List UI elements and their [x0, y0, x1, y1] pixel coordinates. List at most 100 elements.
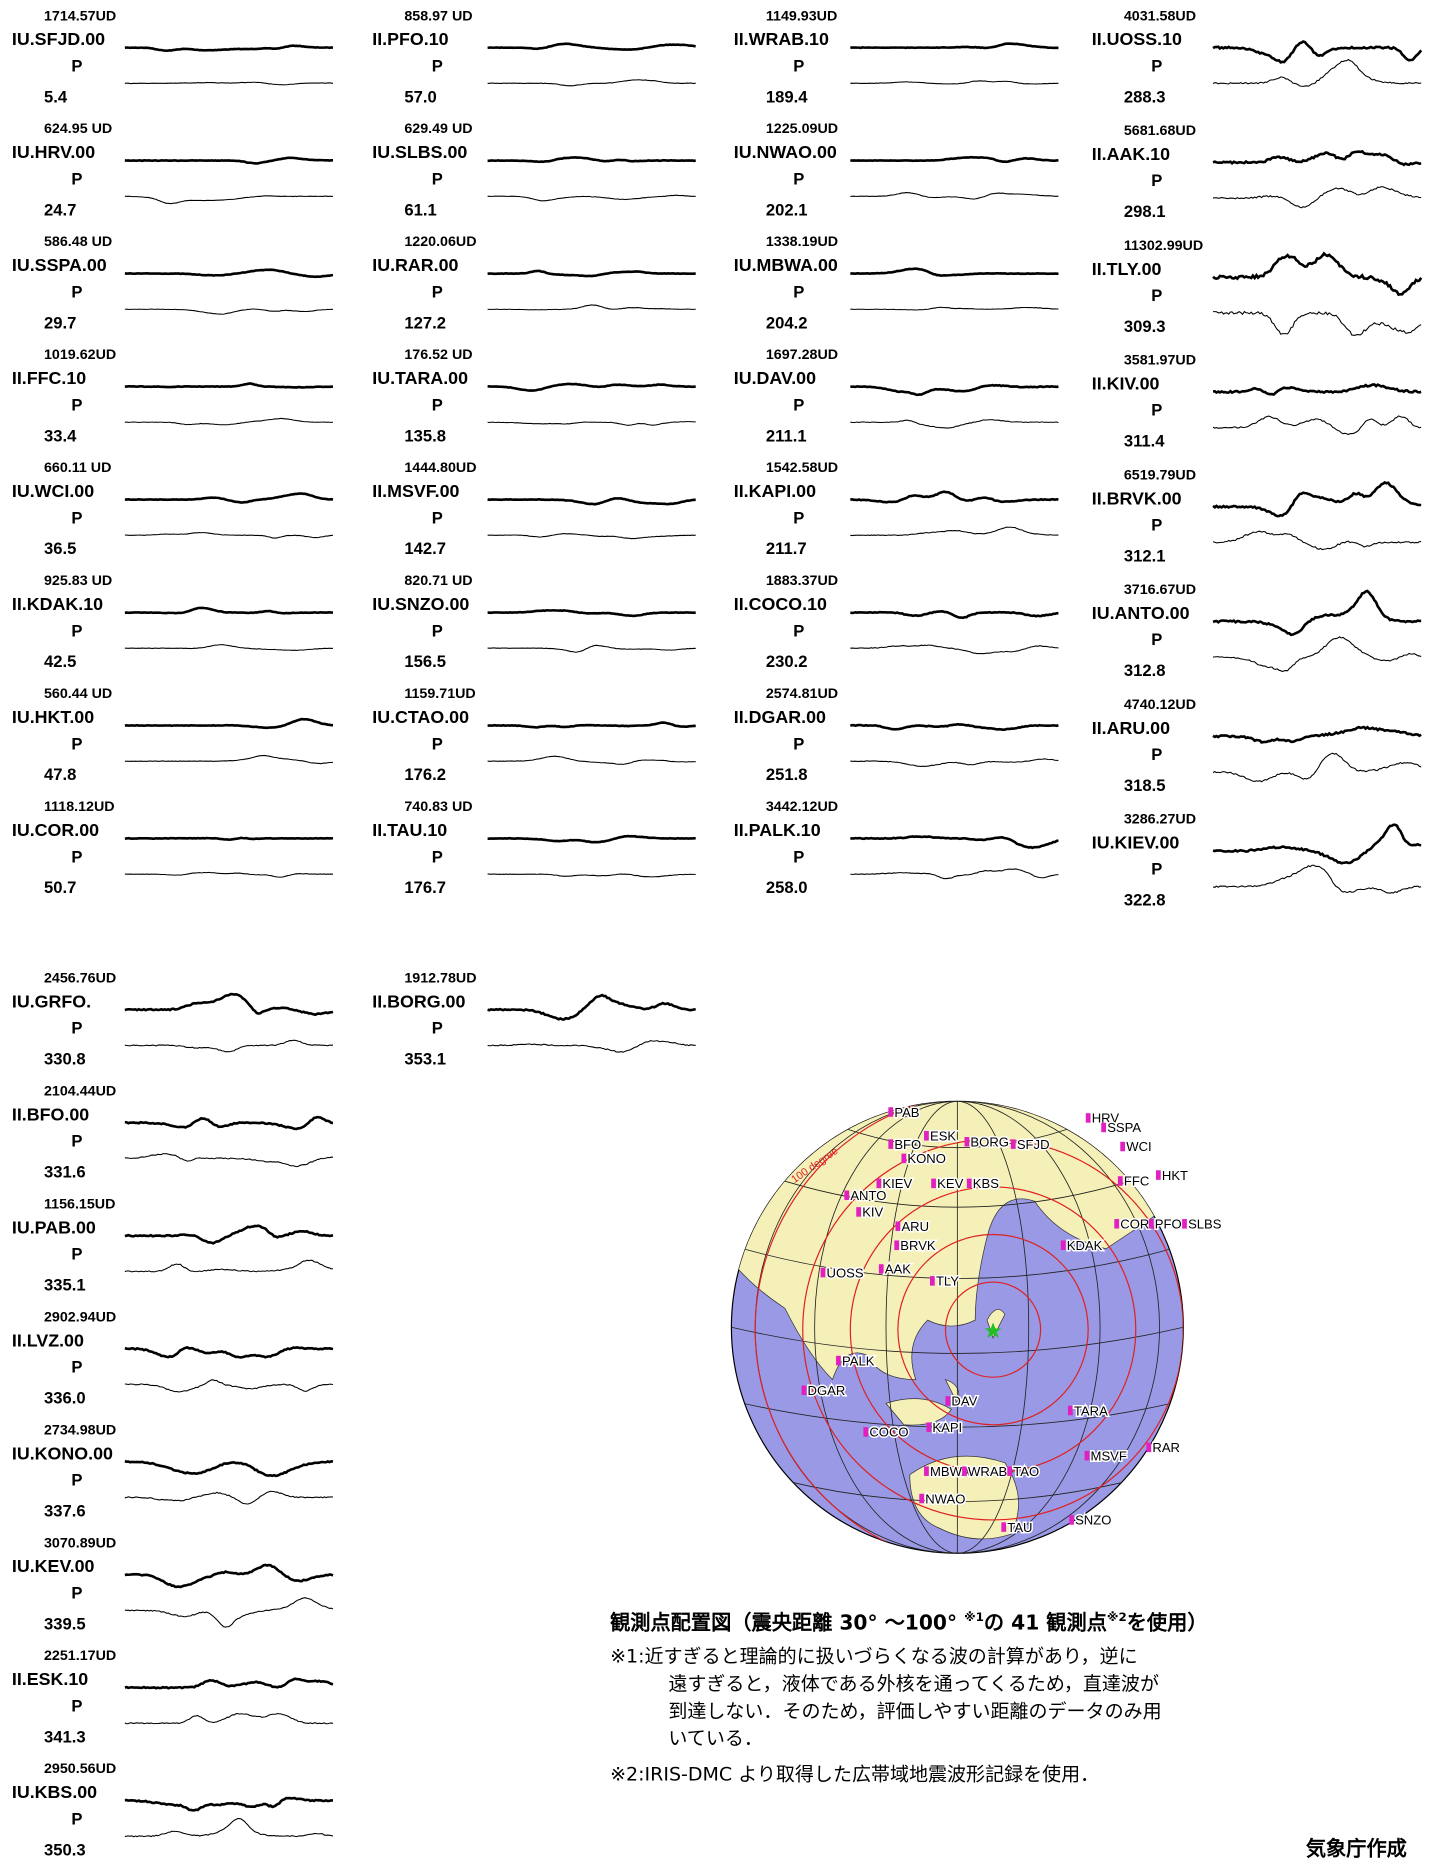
- phase: P: [432, 282, 443, 301]
- station-marker: [945, 1396, 951, 1406]
- phase: P: [793, 282, 804, 301]
- station-marker: [1120, 1141, 1126, 1152]
- map-station-label: KEV: [937, 1176, 963, 1191]
- waveform: [124, 156, 333, 165]
- waveform: [1212, 251, 1423, 297]
- amplitude: 3581.97UD: [1124, 353, 1196, 369]
- note-line: いている．: [668, 1728, 763, 1750]
- waveform-synthetic: [124, 195, 334, 205]
- azimuth: 202.1: [766, 200, 808, 219]
- waveform-synthetic: [124, 1597, 334, 1628]
- phase: P: [1151, 630, 1162, 649]
- waveform: [487, 497, 696, 506]
- azimuth: 298.1: [1124, 202, 1166, 221]
- map-station-label: COR: [1120, 1217, 1149, 1232]
- map-station-label: UOSS: [827, 1265, 864, 1280]
- phase: P: [71, 1470, 82, 1489]
- station-name: IU.WCI.00: [12, 481, 94, 501]
- azimuth: 311.4: [1124, 432, 1165, 451]
- station-name: IU.DAV.00: [734, 368, 816, 388]
- map-station-label: COCO: [869, 1425, 908, 1440]
- station-marker: [820, 1267, 826, 1278]
- map-station-label: KBS: [973, 1176, 999, 1191]
- amplitude: 3286.27UD: [1124, 812, 1196, 828]
- azimuth: 189.4: [766, 87, 808, 106]
- waveform-synthetic: [850, 526, 1059, 537]
- amplitude: 586.48 UD: [44, 234, 112, 250]
- waveform: [1212, 589, 1422, 637]
- station-name: IU.HRV.00: [12, 142, 95, 162]
- station-name: IU.NWAO.00: [734, 142, 837, 162]
- phase: P: [71, 734, 82, 753]
- phase: P: [432, 734, 443, 753]
- phase: P: [793, 621, 804, 640]
- phase: P: [71, 1357, 82, 1376]
- waveform-synthetic: [1212, 58, 1422, 87]
- station-marker: [1001, 1522, 1007, 1532]
- credit: 気象庁作成: [1306, 1836, 1407, 1860]
- amplitude: 11302.99UD: [1124, 238, 1203, 254]
- station-name: II.FFC.10: [12, 368, 86, 388]
- waveform: [124, 836, 334, 841]
- waveform-synthetic: [124, 1379, 334, 1393]
- station-name: IU.SLBS.00: [372, 142, 467, 162]
- map-station-label: WCI: [1126, 1139, 1151, 1154]
- station-name: II.COCO.10: [734, 594, 827, 614]
- phase: P: [1151, 171, 1162, 190]
- waveform: [850, 155, 1059, 164]
- station-marker: [966, 1178, 972, 1189]
- waveform-synthetic: [1212, 415, 1422, 436]
- amplitude: 2574.81UD: [766, 686, 838, 702]
- map-station-label: PAB: [894, 1105, 919, 1120]
- waveform-synthetic: [124, 1490, 334, 1505]
- waveform-synthetic: [487, 755, 696, 765]
- amplitude: 1338.19UD: [766, 234, 838, 250]
- station-name: II.DGAR.00: [734, 707, 826, 727]
- phase: P: [71, 282, 82, 301]
- waveform-synthetic: [850, 192, 1059, 200]
- map-station-label: ANTO: [850, 1188, 886, 1203]
- map-body: [731, 1101, 1184, 1554]
- map-station-label: BRVK: [900, 1238, 936, 1253]
- map-station-label: PALK: [842, 1353, 875, 1368]
- waveform: [487, 993, 696, 1021]
- waveform: [487, 269, 696, 278]
- phase: P: [793, 734, 804, 753]
- waveform-synthetic: [124, 1259, 333, 1273]
- azimuth: 336.0: [44, 1388, 86, 1407]
- amplitude: 1225.09UD: [766, 121, 838, 137]
- waveform-synthetic: [1212, 752, 1422, 783]
- amplitude: 1883.37UD: [766, 573, 838, 589]
- waveform: [1212, 481, 1422, 518]
- amplitude: 3716.67UD: [1124, 582, 1196, 598]
- amplitude: 629.49 UD: [404, 121, 472, 137]
- waveform: [124, 382, 334, 389]
- amplitude: 1156.15UD: [44, 1196, 115, 1212]
- azimuth: 57.0: [404, 87, 436, 106]
- amplitude: 4031.58UD: [1124, 8, 1196, 24]
- amplitude: 1220.06UD: [404, 234, 476, 250]
- station-marker: [1060, 1240, 1066, 1250]
- amplitude: 5681.68UD: [1124, 123, 1196, 139]
- waveform: [124, 992, 334, 1016]
- amplitude: 1149.93UD: [766, 8, 837, 24]
- station-name: IU.SFJD.00: [12, 29, 105, 49]
- waveform-synthetic: [487, 194, 696, 202]
- map-station-label: KDAK: [1067, 1238, 1103, 1253]
- phase: P: [71, 847, 82, 866]
- azimuth: 204.2: [766, 313, 808, 332]
- station-name: IU.GRFO.: [12, 991, 91, 1011]
- phase: P: [793, 56, 804, 75]
- amplitude: 176.52 UD: [404, 347, 472, 363]
- waveform-synthetic: [124, 417, 334, 426]
- azimuth: 61.1: [404, 200, 436, 219]
- map-station-label: KONO: [907, 1151, 946, 1166]
- waveform: [124, 1563, 334, 1589]
- waveform-synthetic: [487, 873, 696, 878]
- map-station-label: BORG: [970, 1134, 1009, 1149]
- map-station-label: KAPI: [932, 1420, 962, 1435]
- station-name: IU.PAB.00: [12, 1217, 96, 1237]
- azimuth: 211.7: [766, 539, 807, 558]
- map-station-label: KIEV: [882, 1176, 912, 1191]
